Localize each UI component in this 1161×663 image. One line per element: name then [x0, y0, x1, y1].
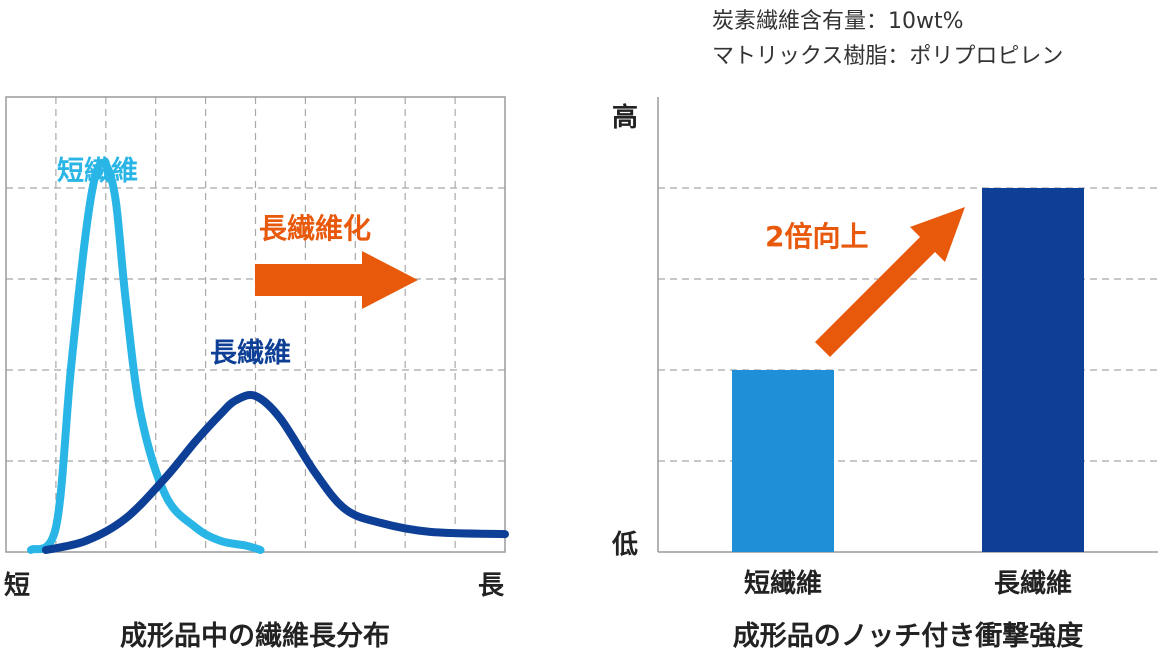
x-max-label: 長 — [478, 571, 505, 601]
short-fiber-label: 短繊維 — [57, 155, 138, 187]
lengthening-label: 長繊維化 — [259, 212, 371, 245]
left-series-group — [27, 158, 509, 554]
impact-strength-chart: 炭素繊維含有量：10wt% マトリックス樹脂：ポリプロピレン 2倍向上 高 低 … — [611, 9, 1158, 652]
y-min-label: 低 — [611, 530, 638, 560]
distribution-chart: 短繊維 長繊維 長繊維化 短 長 成形品中の繊維長分布 — [4, 96, 509, 652]
bar-long-fiber — [982, 188, 1084, 552]
category-labels: 短繊維 長繊維 — [744, 568, 1072, 599]
category-label-short-fiber: 短繊維 — [744, 568, 822, 599]
lengthening-arrow — [255, 251, 418, 309]
y-max-label: 高 — [612, 102, 638, 133]
bar-short-fiber — [732, 370, 834, 552]
condition-matrix-resin: マトリックス樹脂：ポリプロピレン — [712, 44, 1063, 69]
right-chart-title: 成形品のノッチ付き衝撃強度 — [733, 620, 1083, 652]
improvement-label: 2倍向上 — [765, 220, 868, 253]
short-fiber-curve — [27, 158, 265, 554]
category-label-long-fiber: 長繊維 — [994, 568, 1072, 599]
bars-group — [732, 188, 1084, 552]
left-chart-title: 成形品中の繊維長分布 — [120, 620, 390, 652]
improvement-arrow — [815, 207, 965, 357]
condition-carbon-content: 炭素繊維含有量：10wt% — [712, 9, 964, 34]
long-fiber-curve — [41, 391, 509, 554]
x-min-label: 短 — [4, 571, 30, 601]
long-fiber-label: 長繊維 — [210, 337, 291, 369]
